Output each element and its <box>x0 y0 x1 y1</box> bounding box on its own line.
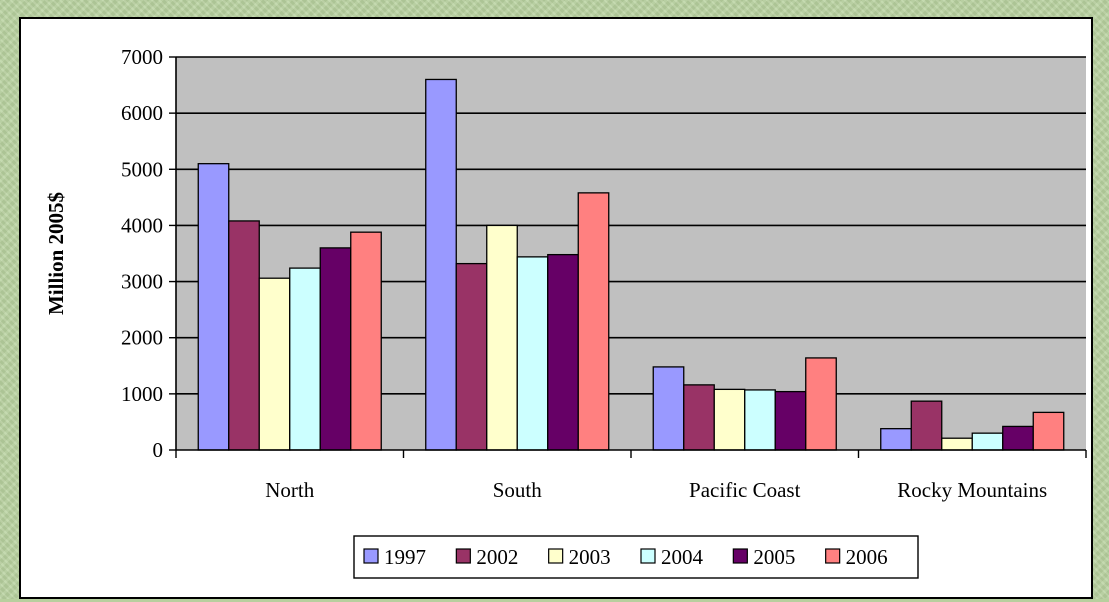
y-tick-label: 4000 <box>121 213 163 237</box>
y-tick-label: 6000 <box>121 101 163 125</box>
x-tick-label: Pacific Coast <box>689 478 801 502</box>
legend-swatch-2004 <box>640 548 656 564</box>
y-tick-label: 3000 <box>121 270 163 294</box>
legend-label-1997: 1997 <box>384 545 426 569</box>
legend-label-2002: 2002 <box>476 545 518 569</box>
x-tick-label: Rocky Mountains <box>897 478 1047 502</box>
bar-2005-south <box>547 253 579 451</box>
legend-box <box>353 535 919 579</box>
x-tick-label: North <box>265 478 314 502</box>
bar-2002-pacific-coast <box>683 384 715 451</box>
y-tick-labels: 0 1000 2000 3000 4000 5000 6000 7000 <box>121 45 163 462</box>
bar-2003-north <box>258 277 291 451</box>
bar-2006-south <box>577 192 610 451</box>
axes <box>169 56 1087 458</box>
legend-label-2003: 2003 <box>569 545 611 569</box>
bar-1997-north <box>197 163 230 451</box>
bar-2003-rocky-mountains <box>941 437 973 451</box>
bar-1997-south <box>425 78 457 451</box>
y-tick-label: 1000 <box>121 382 163 406</box>
bar-2002-rocky-mountains <box>910 400 943 451</box>
bar-2003-south <box>486 224 518 451</box>
y-tick-label: 0 <box>153 438 164 462</box>
bar-2002-south <box>455 262 488 451</box>
legend-swatch-2005 <box>732 548 748 564</box>
y-axis-label: Million 2005$ <box>44 192 68 315</box>
legend-label-2006: 2006 <box>846 545 888 569</box>
legend-swatch-2003 <box>548 548 564 564</box>
bar-2006-pacific-coast <box>805 357 837 451</box>
y-tick-label: 7000 <box>121 45 163 69</box>
bar-2005-pacific-coast <box>774 390 807 451</box>
bar-2002-north <box>228 220 260 451</box>
legend: 1997 2002 2003 2004 2005 2006 <box>353 535 919 579</box>
legend-swatch-2006 <box>825 548 841 564</box>
x-tick-labels: North South Pacific Coast Rocky Mountains <box>265 478 1047 502</box>
bar-2004-pacific-coast <box>744 389 776 451</box>
bar-2004-north <box>289 267 321 451</box>
bar-2005-rocky-mountains <box>1002 425 1034 451</box>
bar-1997-pacific-coast <box>652 366 685 451</box>
bar-2004-rocky-mountains <box>971 432 1004 451</box>
bar-1997-rocky-mountains <box>880 428 912 451</box>
bar-2004-south <box>516 256 549 451</box>
bar-chart: 0 1000 2000 3000 4000 5000 6000 7000 North South… <box>44 45 1087 579</box>
legend-label-2004: 2004 <box>661 545 704 569</box>
bar-2006-north <box>350 231 382 451</box>
chart-area: 0 1000 2000 3000 4000 5000 6000 7000 North South… <box>19 17 1093 599</box>
legend-label-2005: 2005 <box>753 545 795 569</box>
legend-swatch-1997 <box>363 548 379 564</box>
bar-2006-rocky-mountains <box>1032 411 1065 451</box>
y-tick-label: 5000 <box>121 157 163 181</box>
bar-2005-north <box>319 247 352 451</box>
legend-swatch-2002 <box>455 548 471 564</box>
y-tick-label: 2000 <box>121 326 163 350</box>
x-tick-label: South <box>493 478 543 502</box>
bar-2003-pacific-coast <box>713 388 746 451</box>
